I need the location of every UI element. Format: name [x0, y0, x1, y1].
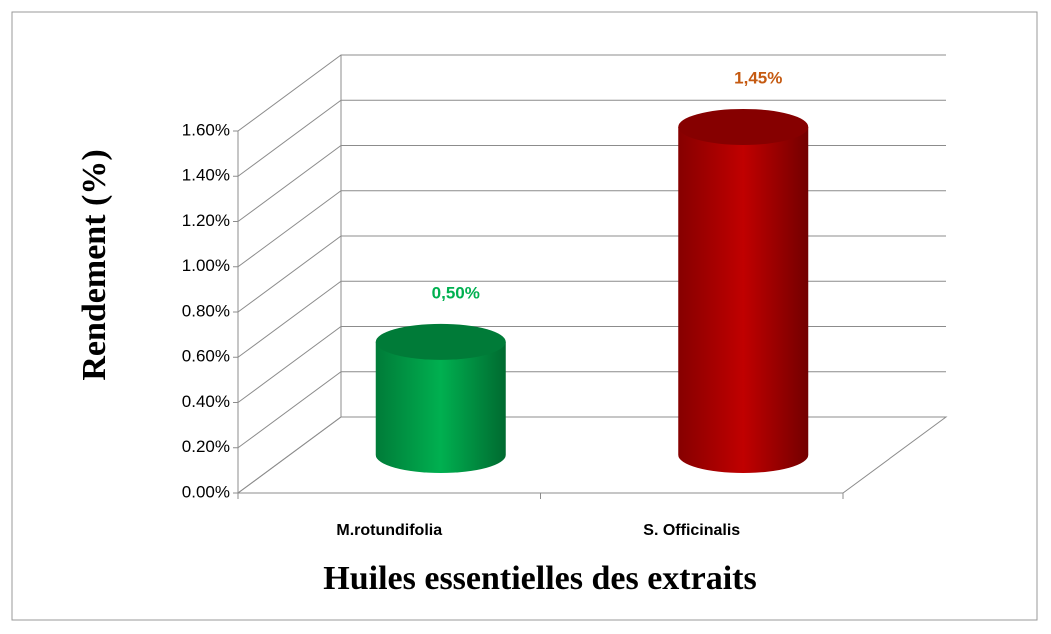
y-axis-title: Rendement (%): [76, 149, 113, 380]
y-tick-label: 0.60%: [182, 347, 230, 366]
grid-line: [237, 54, 946, 132]
data-label: 1,45%: [734, 68, 782, 87]
x-axis-title: Huiles essentielles des extraits: [323, 560, 756, 597]
x-tick-label: M.rotundifolia: [336, 522, 442, 539]
bar: [678, 126, 809, 473]
data-label: 0,50%: [432, 283, 480, 302]
y-tick-label: 1.20%: [182, 211, 230, 230]
chart-border: [11, 11, 1038, 621]
y-tick-label: 1.40%: [182, 166, 230, 185]
y-tick-label: 0.80%: [182, 301, 230, 320]
y-tick-label: 0.00%: [182, 482, 230, 501]
y-tick-label: 0.20%: [182, 437, 230, 456]
bar-top: [375, 323, 506, 360]
y-tick-label: 1.60%: [182, 120, 230, 139]
bar: [375, 341, 506, 473]
bar-top: [678, 108, 809, 145]
grid-line: [237, 99, 946, 177]
x-tick-label: S. Officinalis: [643, 522, 740, 539]
y-tick-label: 0.40%: [182, 392, 230, 411]
y-tick-label: 1.00%: [182, 256, 230, 275]
